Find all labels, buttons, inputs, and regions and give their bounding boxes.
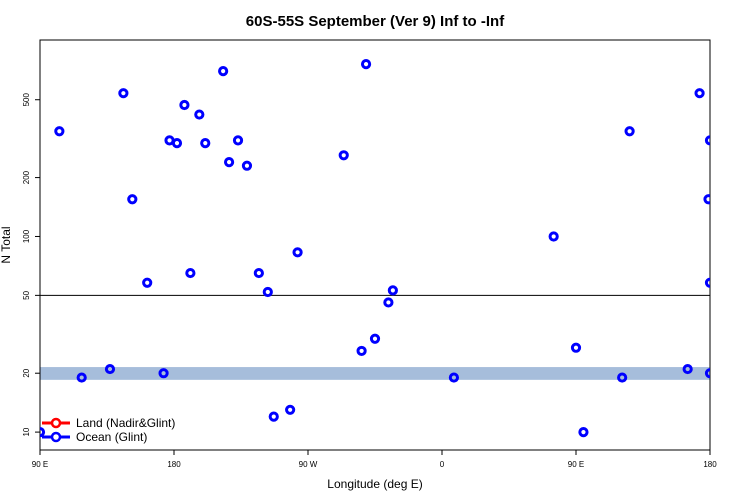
x-tick-label: 90 W [299,460,318,469]
x-tick-label: 90 E [568,460,584,469]
data-point [76,372,87,383]
x-tick-label: 0 [440,460,445,469]
chart-title: 60S-55S September (Ver 9) Inf to -Inf [246,13,505,30]
data-point [704,368,710,379]
x-tick-label: 180 [703,460,717,469]
reference-band [40,367,710,380]
data-point [383,297,394,308]
data-point [241,160,253,171]
x-axis-label: Longitude (deg E) [327,477,422,491]
legend: Land (Nadir&Glint)Ocean (Glint) [42,416,175,444]
data-point [218,66,229,77]
plot-frame [39,39,711,451]
data-point [694,88,705,99]
data-point [369,333,381,344]
data-point [200,138,211,149]
data-point [338,150,349,161]
data-point [617,372,628,383]
legend-marker [50,431,62,443]
x-tick-label: 90 E [32,460,48,469]
y-tick-label: 10 [22,427,31,436]
data-point [548,231,559,242]
points-layer [40,59,710,438]
data-point [253,267,264,279]
y-tick-label: 20 [22,368,31,377]
y-tick-label: 500 [22,93,31,107]
y-tick-label: 200 [22,170,31,184]
data-point [624,126,635,137]
legend-label: Ocean (Glint) [76,430,147,444]
data-point [360,59,372,70]
legend-label: Land (Nadir&Glint) [76,416,175,430]
data-point [194,109,205,120]
data-point [158,368,169,379]
data-point [703,194,710,205]
data-point [127,194,138,205]
y-tick-label: 100 [22,229,31,243]
data-point [570,342,582,353]
data-point [448,372,460,383]
x-tick-label: 180 [167,460,181,469]
legend-marker [50,417,62,429]
data-point [223,156,235,168]
data-point [232,135,244,146]
y-tick-label: 50 [22,290,31,299]
data-point [142,277,153,288]
data-point [268,411,279,422]
data-point [578,426,589,438]
data-point [285,404,296,415]
data-point [54,126,65,137]
data-point [682,363,693,375]
data-point [118,88,129,99]
data-point [171,138,183,149]
plot-area: 90 E 180 90 W 0 90 E 180 10 20 50 100 200 500 [22,39,717,469]
data-point [104,363,116,375]
data-point [179,99,190,111]
data-point [704,277,710,288]
data-point [387,285,398,296]
data-point [262,286,273,298]
data-point [704,135,710,146]
data-point [356,345,367,357]
y-axis-label: N Total [0,226,13,263]
data-point [292,247,303,258]
data-point [40,426,46,438]
data-point [185,267,196,279]
